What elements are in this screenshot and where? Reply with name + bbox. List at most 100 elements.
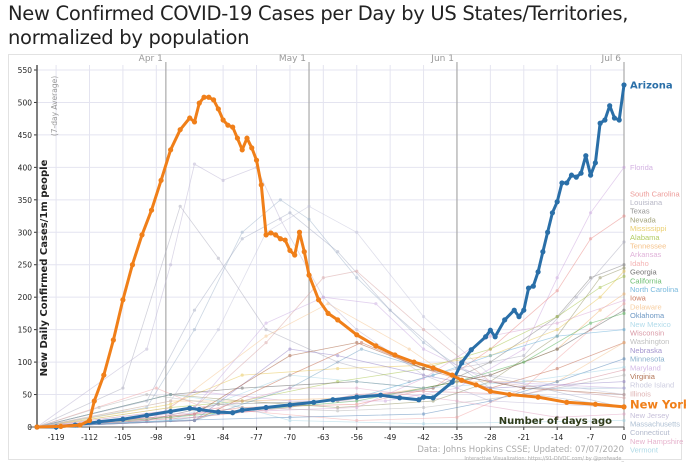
x-tick-label: -91 (184, 433, 196, 442)
data-point (145, 405, 149, 410)
data-point (264, 341, 268, 345)
y-tick-label: 200 (18, 293, 33, 302)
data-point (335, 317, 341, 323)
data-point (622, 396, 626, 400)
data-point (502, 317, 508, 323)
data-point (288, 347, 292, 351)
data-point (97, 405, 101, 410)
data-point (555, 347, 559, 351)
series-label: Idaho (630, 259, 649, 268)
data-point (421, 412, 426, 416)
data-point (488, 354, 492, 358)
series-label: Florida (630, 163, 654, 172)
data-point (187, 405, 193, 411)
series-label: Nevada (630, 215, 657, 224)
data-point (420, 394, 427, 400)
data-point (622, 292, 626, 296)
data-point (431, 373, 435, 377)
data-point (431, 386, 435, 390)
data-point (416, 397, 422, 403)
data-point (192, 162, 197, 166)
data-point (622, 298, 626, 303)
data-point (315, 297, 322, 303)
series-label: Texas (630, 207, 650, 216)
x-tick-label: -112 (81, 433, 98, 442)
data-point (278, 198, 282, 202)
data-point (355, 386, 359, 390)
data-point (355, 341, 359, 345)
data-point (145, 399, 149, 403)
x-tick-label: -35 (451, 433, 463, 442)
series-label: New Hampshire (630, 437, 683, 446)
data-point (258, 182, 264, 188)
series-label: Mississippi (630, 224, 667, 233)
data-point (421, 422, 426, 426)
series-label: Arkansas (630, 250, 662, 259)
data-point (616, 117, 622, 123)
data-point (196, 100, 202, 106)
x-tick-label: -7 (587, 433, 595, 442)
data-point (196, 406, 202, 413)
series-label: Oklahoma (630, 311, 665, 320)
data-point (555, 415, 559, 419)
series-line (36, 329, 625, 428)
data-point (598, 276, 602, 280)
series-label: Wisconsin (630, 329, 664, 338)
data-point (325, 310, 331, 317)
data-point (588, 211, 593, 215)
data-point (307, 204, 311, 208)
data-point (430, 395, 436, 401)
data-point (169, 415, 173, 419)
series-line (36, 270, 625, 428)
data-point (511, 307, 517, 313)
data-point (192, 418, 197, 423)
data-point (488, 379, 492, 384)
data-point (355, 269, 359, 273)
series-label: North Carolina (630, 285, 679, 294)
data-point (622, 269, 626, 273)
data-point (249, 145, 255, 151)
series-label: New York (630, 398, 686, 412)
axes: 0 50 100 150 200 250 300 350 400 450 500 550 -119 -11… (18, 65, 627, 442)
data-point (622, 328, 626, 332)
x-axis-label: Number of days ago (499, 416, 612, 427)
series-new-york (34, 94, 627, 430)
month-markers: Apr 1 May 1 Jun 1 Jul 6 (139, 54, 625, 427)
y-tick-label: 300 (18, 228, 33, 237)
data-point (522, 360, 526, 364)
data-point (555, 321, 559, 325)
credit-link[interactable]: Interactive Visualization: https://91-DI… (464, 456, 624, 462)
x-tick-label: -70 (284, 433, 296, 442)
chart-title: New Confirmed COVID-19 Cases per Day by … (8, 2, 629, 49)
data-point (459, 377, 465, 383)
month-label: Apr 1 (139, 54, 163, 64)
data-point (483, 334, 489, 340)
data-point (588, 276, 593, 280)
data-point (421, 328, 426, 332)
data-point (449, 372, 455, 378)
series-label: New Mexico (630, 320, 671, 329)
data-point (288, 354, 292, 358)
data-point (564, 180, 570, 186)
data-point (244, 135, 250, 141)
data-point (288, 415, 292, 419)
data-point (588, 321, 593, 325)
x-tick-label: -63 (317, 433, 329, 442)
series-label: Delaware (630, 302, 662, 311)
series-label: Georgia (630, 268, 658, 277)
data-point (555, 379, 559, 384)
data-point (622, 412, 626, 416)
data-point (459, 360, 465, 366)
series-label: Iowa (630, 294, 647, 303)
data-point (288, 418, 292, 423)
data-point (607, 103, 613, 109)
y-tick-label: 50 (22, 391, 32, 400)
data-point (488, 347, 492, 351)
data-point (169, 405, 173, 410)
data-point (240, 373, 244, 377)
data-point (288, 386, 292, 390)
series-label: Maryland (630, 363, 661, 372)
data-point (230, 124, 236, 130)
data-point (525, 285, 532, 291)
data-point (592, 160, 598, 166)
